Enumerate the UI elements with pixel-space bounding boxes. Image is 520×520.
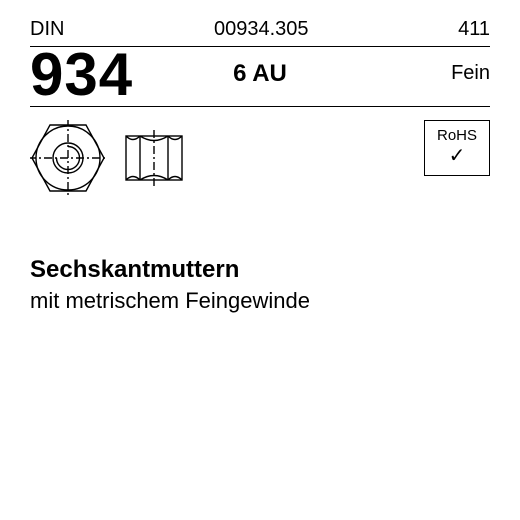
product-subtitle: mit metrischem Feingewinde — [30, 288, 490, 314]
header-code: 00934.305 — [214, 18, 309, 41]
hex-nut-side-icon — [124, 130, 184, 186]
hex-nut-top-icon — [30, 120, 106, 196]
rohs-badge: RoHS ✓ — [424, 120, 490, 176]
header-seq: 411 — [458, 18, 490, 41]
rohs-label: RoHS — [425, 127, 489, 144]
check-icon: ✓ — [425, 146, 489, 166]
header-din: DIN — [30, 18, 64, 41]
material-grade: 6 AU — [30, 60, 490, 88]
product-title: Sechskantmuttern — [30, 256, 490, 284]
rule-bottom — [30, 106, 490, 107]
thread-type: Fein — [451, 62, 490, 85]
technical-drawing — [30, 120, 184, 196]
